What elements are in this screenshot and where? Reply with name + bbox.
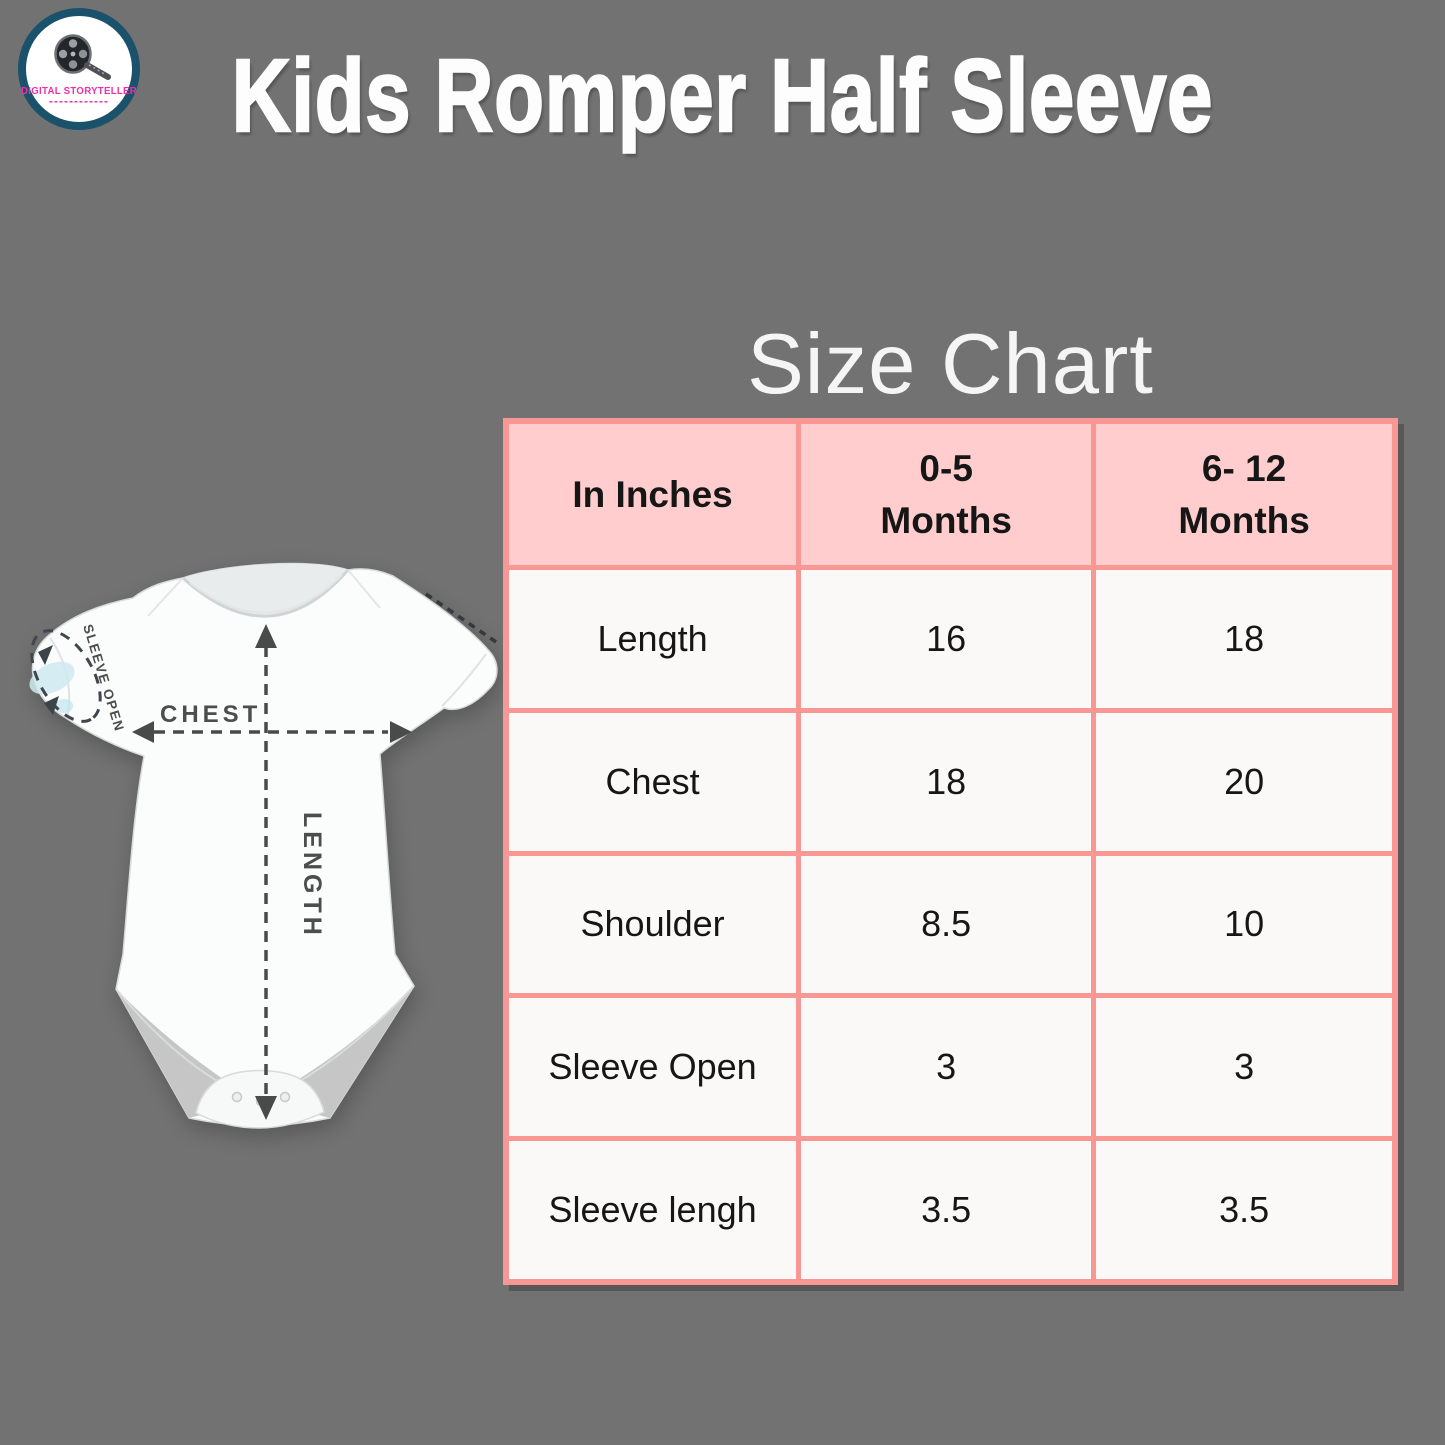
brand-logo: DIGITAL STORYTELLER ------------ <box>18 8 140 130</box>
right-lap-shoulder-seam <box>347 569 381 609</box>
length-arrowhead-top <box>255 624 277 648</box>
length-arrowhead-bottom <box>255 1096 277 1120</box>
chest-label: CHEST <box>160 701 261 728</box>
length-label: LENGTH <box>298 812 326 939</box>
neckline-binding <box>181 569 350 618</box>
table-header-0-5-months: 0-5 Months <box>801 424 1092 565</box>
sleeve-open-arrowhead-bottom <box>44 696 59 715</box>
page-title: Kids Romper Half Sleeve <box>231 38 1214 153</box>
sleeve-tip-highlight <box>29 661 75 695</box>
chest-value-0-5: 18 <box>801 712 1092 851</box>
sleeve-open-value-0-5: 3 <box>801 998 1092 1137</box>
size-chart-heading: Size Chart <box>747 317 1154 412</box>
shoulder-value-6-12: 10 <box>1096 855 1392 994</box>
chest-arrowhead-left <box>132 721 154 743</box>
brand-name: DIGITAL STORYTELLER <box>21 85 138 98</box>
row-label-sleeve-open: Sleeve Open <box>509 998 797 1137</box>
sleeve-tip-highlight-small <box>55 699 73 713</box>
row-label-chest: Chest <box>509 712 797 851</box>
chest-value-6-12: 20 <box>1096 712 1392 851</box>
sleeve-open-arrowhead-top <box>38 645 53 665</box>
left-lap-shoulder-seam <box>147 577 184 617</box>
sleeve-length-value-0-5: 3.5 <box>801 1141 1092 1279</box>
right-cuff-seam <box>441 653 487 707</box>
row-label-length: Length <box>509 570 797 708</box>
length-value-6-12: 18 <box>1096 570 1392 708</box>
shoulder-value-0-5: 8.5 <box>801 855 1092 994</box>
table-header-unit: In Inches <box>509 424 797 565</box>
romper-measurement-diagram: SLEEVE OPEN CHEST LENGTH <box>29 562 498 1129</box>
chest-arrowhead-right <box>390 721 412 743</box>
sleeve-length-value-6-12: 3.5 <box>1096 1141 1392 1279</box>
size-chart-table: In Inches 0-5 Months 6- 12 Months Length… <box>503 418 1398 1285</box>
film-reel-icon <box>54 34 111 81</box>
table-header-6-12-months: 6- 12 Months <box>1096 424 1392 565</box>
row-label-sleeve-length: Sleeve lengh <box>509 1141 797 1279</box>
length-value-0-5: 16 <box>801 570 1092 708</box>
sleeve-open-ellipse <box>30 629 102 723</box>
snap-button <box>231 1091 243 1103</box>
sleeve-open-value-6-12: 3 <box>1096 998 1392 1137</box>
neckline-inner-seam <box>189 574 343 614</box>
row-label-shoulder: Shoulder <box>509 855 797 994</box>
right-sleeve-dashed-marks <box>425 592 497 644</box>
brand-underline-dashes: ------------ <box>49 94 109 109</box>
snap-button <box>279 1091 291 1103</box>
